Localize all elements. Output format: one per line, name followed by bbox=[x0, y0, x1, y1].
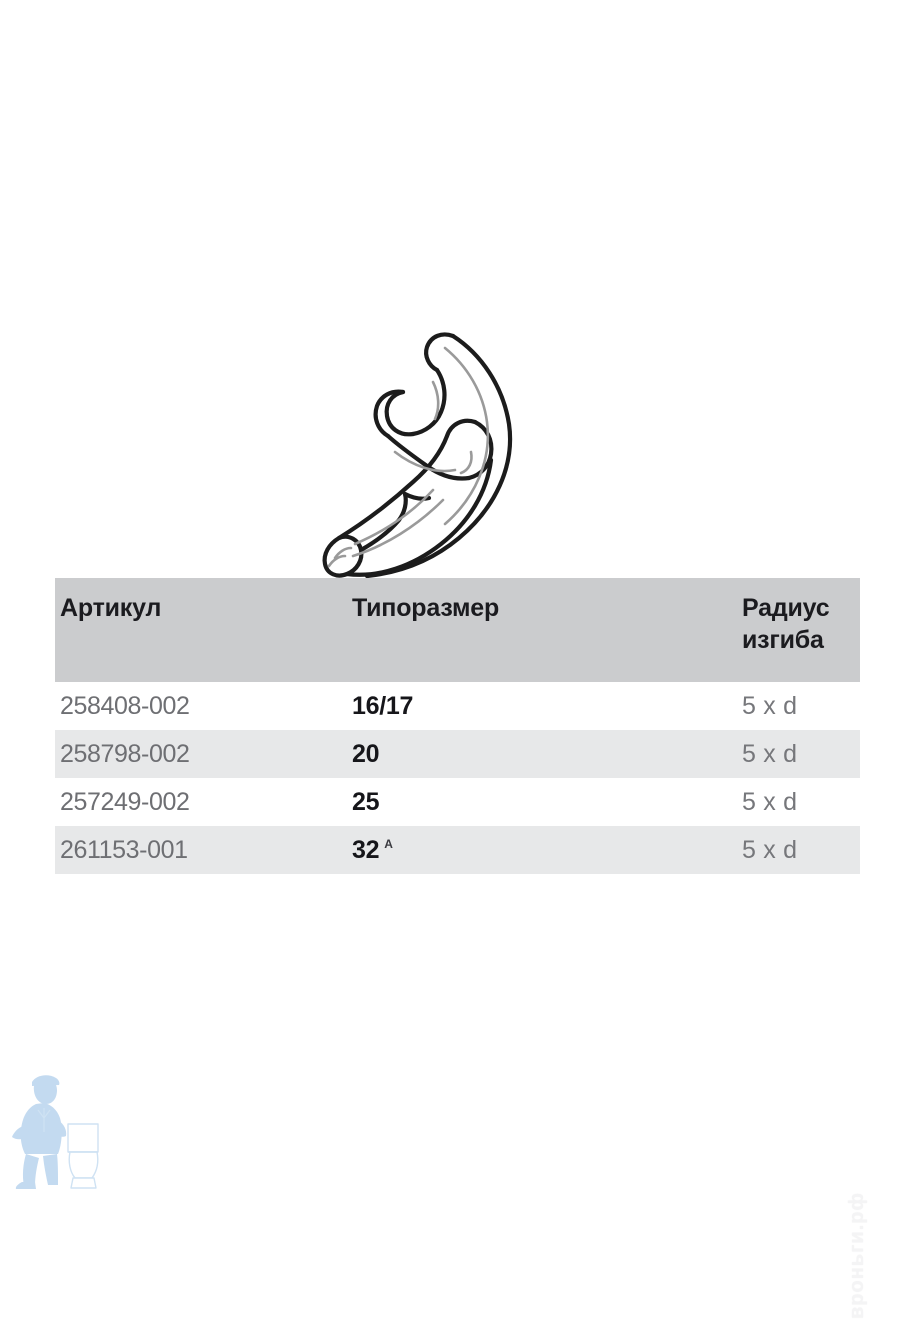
cell-article: 258408-002 bbox=[55, 682, 347, 730]
cell-radius: 5 x d bbox=[739, 682, 860, 730]
cell-size-value: 16/17 bbox=[352, 691, 414, 720]
cell-radius: 5 x d bbox=[739, 778, 860, 826]
column-header-radius: Радиус изгиба bbox=[739, 578, 860, 682]
cell-article: 257249-002 bbox=[55, 778, 347, 826]
cell-size: 25 bbox=[347, 778, 739, 826]
cell-size-value: 25 bbox=[352, 787, 380, 816]
table-row: 261153-001 32 A 5 x d bbox=[55, 826, 860, 874]
table-header: Артикул Типоразмер Радиус изгиба bbox=[55, 578, 860, 682]
product-illustration bbox=[295, 320, 545, 580]
cell-radius: 5 x d bbox=[739, 826, 860, 874]
specification-table: Артикул Типоразмер Радиус изгиба 258408-… bbox=[55, 578, 860, 874]
site-watermark-text: вроньги.рф bbox=[846, 1192, 868, 1319]
column-header-radius-line1: Радиус bbox=[742, 594, 830, 622]
page-canvas: Артикул Типоразмер Радиус изгиба 258408-… bbox=[12, 320, 894, 1319]
cell-size-footnote-marker: A bbox=[384, 837, 393, 852]
site-watermark: вроньги.рф bbox=[846, 1052, 894, 1319]
cell-radius: 5 x d bbox=[739, 730, 860, 778]
table-header-row: Артикул Типоразмер Радиус изгиба bbox=[55, 578, 860, 682]
table-row: 258798-002 20 5 x d bbox=[55, 730, 860, 778]
table-row: 258408-002 16/17 5 x d bbox=[55, 682, 860, 730]
table-row: 257249-002 25 5 x d bbox=[55, 778, 860, 826]
cell-article: 261153-001 bbox=[55, 826, 347, 874]
cell-size: 32 A bbox=[347, 826, 739, 874]
table-body: 258408-002 16/17 5 x d 258798-002 20 5 x… bbox=[55, 682, 860, 874]
cell-size: 20 bbox=[347, 730, 739, 778]
column-header-article: Артикул bbox=[55, 578, 347, 682]
cell-size: 16/17 bbox=[347, 682, 739, 730]
cell-size-value: 32 bbox=[352, 835, 380, 864]
column-header-radius-line2: изгиба bbox=[742, 626, 824, 654]
cell-size-value: 20 bbox=[352, 739, 380, 768]
plumber-watermark bbox=[12, 1068, 108, 1190]
cell-article: 258798-002 bbox=[55, 730, 347, 778]
column-header-size: Типоразмер bbox=[347, 578, 739, 682]
